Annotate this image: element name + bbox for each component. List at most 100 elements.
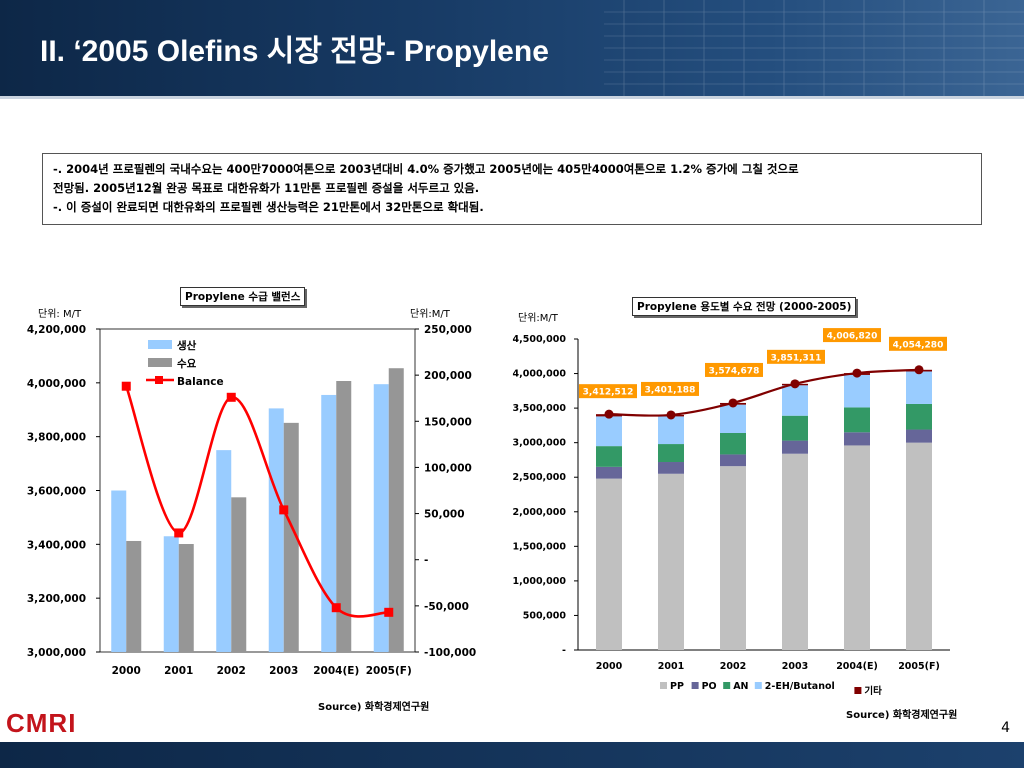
production-bar <box>321 394 337 652</box>
stacked-bar-segment <box>596 466 622 479</box>
stacked-bar-segment <box>906 403 932 430</box>
total-label-box <box>705 362 763 377</box>
x-axis-category-label: 2005(F) <box>366 665 412 677</box>
stacked-bar-segment <box>782 385 808 416</box>
summary-box: -. 2004년 프로필렌의 국내수요는 400만7000여톤으로 2003년대… <box>42 153 982 225</box>
left-axis-tick-label: 4,200,000 <box>27 324 86 336</box>
demand-bar <box>283 422 299 652</box>
y-axis-tick-label: 3,000,000 <box>513 438 567 449</box>
right-axis-tick-label: 100,000 <box>424 462 472 474</box>
demand-bar <box>126 540 142 652</box>
balance-point <box>226 392 236 402</box>
header-divider <box>0 96 1024 99</box>
production-bar <box>216 450 232 652</box>
stacked-bar-segment <box>906 371 932 404</box>
total-label-box <box>823 328 881 343</box>
legend-swatch <box>660 682 667 689</box>
y-axis-tick-label: 4,000,000 <box>513 369 567 380</box>
left-plot-frame <box>99 328 416 653</box>
left-axis-tick-label: 3,200,000 <box>27 593 86 605</box>
right-chart-source: Source) 화학경제연구원 <box>846 710 958 721</box>
x-axis-category-label: 2005(F) <box>898 661 940 672</box>
right-axis-tick-label: - <box>424 555 428 567</box>
legend-label: Balance <box>177 376 224 388</box>
left-axis-tick-label: 3,800,000 <box>27 432 86 444</box>
legend-label: 생산 <box>177 339 197 352</box>
supply-balance-chart: 단위: M/T 단위:M/T 3,000,000 3,200,000 3,400,0… <box>27 307 476 677</box>
right-axis-tick-label: 150,000 <box>424 416 472 428</box>
total-label: 3,574,678 <box>709 366 760 376</box>
summary-line-1: -. 2004년 프로필렌의 국내수요는 400만7000여톤으로 2003년대… <box>53 162 799 176</box>
stacked-bar-segment <box>844 432 870 446</box>
y-axis-tick-label: 4,500,000 <box>513 334 567 345</box>
left-axis-tick-label: 3,600,000 <box>27 486 86 498</box>
total-label-box <box>579 384 637 399</box>
stacked-bar-segment <box>844 445 870 650</box>
legend-label: 수요 <box>177 358 197 370</box>
page-title: II. ‘2005 Olefins 시장 전망- Propylene <box>40 35 549 68</box>
total-demand-point <box>604 409 614 419</box>
stacked-bar-segment <box>844 407 870 433</box>
stacked-bar-segment <box>596 446 622 467</box>
demand-bar <box>231 497 247 652</box>
right-axis-tick-label: 250,000 <box>424 324 472 336</box>
page-number: 4 <box>1001 720 1010 736</box>
cmri-logo: CMRI <box>6 708 77 738</box>
stacked-bar-segment <box>658 416 684 445</box>
balance-point <box>279 505 289 515</box>
legend-marker <box>155 376 163 384</box>
total-demand-point <box>666 410 676 420</box>
stacked-bar-segment <box>906 442 932 650</box>
total-label-box <box>767 349 825 364</box>
summary-line-2: 전망됨. 2005년12월 완공 목표로 대한유화가 11만톤 프로필렌 증설을… <box>53 181 480 195</box>
stacked-bar-segment <box>720 454 746 467</box>
stacked-bar-segment <box>658 473 684 650</box>
x-axis-category-label: 2000 <box>596 661 623 672</box>
right-chart-unit-label: 단위:M/T <box>518 311 559 324</box>
legend-label: PO <box>702 681 717 692</box>
header-banner: II. ‘2005 Olefins 시장 전망- Propylene <box>0 0 1024 96</box>
y-axis-tick-label: 3,500,000 <box>513 403 567 414</box>
balance-point <box>331 603 341 613</box>
x-axis-category-label: 2001 <box>658 661 684 672</box>
total-label: 3,401,188 <box>645 385 696 395</box>
left-axis-tick-label: 3,000,000 <box>27 647 86 659</box>
stacked-bar-segment <box>596 478 622 650</box>
demand-by-use-chart: 단위:M/T - 500,000 1,000,000 1,500,000 2,000,0… <box>513 311 950 697</box>
legend-label: 기타 <box>864 685 882 697</box>
y-axis-tick-label: 1,500,000 <box>513 541 567 552</box>
demand-bar <box>388 368 404 652</box>
x-axis-category-label: 2001 <box>164 665 193 677</box>
production-bar <box>373 384 389 652</box>
y-axis-tick-label: 2,500,000 <box>513 472 567 483</box>
balance-point <box>174 528 184 538</box>
total-demand-point <box>914 365 924 375</box>
balance-point <box>121 381 131 391</box>
total-label-box <box>641 381 699 396</box>
x-axis-category-label: 2004(E) <box>836 661 878 672</box>
summary-line-3: -. 이 증설이 완료되면 대한유화의 프로필렌 생산능력은 21만톤에서 32… <box>53 200 484 214</box>
legend-swatch <box>723 682 731 689</box>
right-axis-tick-label: 200,000 <box>424 370 472 382</box>
total-demand-point <box>852 368 862 378</box>
stacked-bar-segment <box>658 444 684 463</box>
production-bar <box>268 408 284 652</box>
stacked-bar-segment <box>596 416 622 447</box>
x-axis-category-label: 2002 <box>217 665 246 677</box>
right-axis-tick-label: -50,000 <box>424 601 469 613</box>
stacked-bar-segment <box>782 453 808 650</box>
demand-bar <box>336 380 352 652</box>
total-label-box <box>889 336 947 351</box>
legend-swatch <box>854 687 862 694</box>
production-bar <box>111 490 127 652</box>
legend-swatch <box>148 340 172 349</box>
left-unit-label: 단위: M/T <box>38 307 82 320</box>
x-axis-category-label: 2000 <box>112 665 141 677</box>
legend-label: 2-EH/Butanol <box>765 681 835 692</box>
left-chart-title: Propylene 수급 밸런스 <box>180 287 306 306</box>
production-bar <box>163 536 179 652</box>
y-axis-tick-label: - <box>562 645 566 656</box>
demand-bar <box>178 544 194 652</box>
total-label: 3,412,512 <box>583 388 634 398</box>
legend-label: PP <box>670 681 684 692</box>
